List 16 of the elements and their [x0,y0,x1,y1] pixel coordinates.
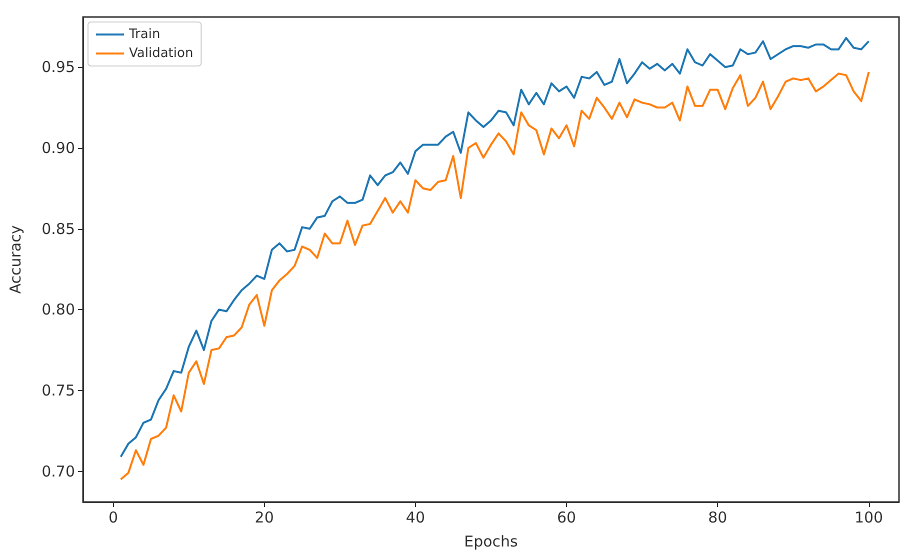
y-tick-label: 0.70 [42,462,75,480]
x-tick-label: 0 [108,508,118,526]
y-tick-label: 0.90 [42,138,75,157]
x-tick-label: 40 [406,508,425,526]
y-tick-label: 0.80 [42,300,75,319]
x-tick-label: 60 [557,508,576,526]
y-tick-label: 0.75 [42,381,75,400]
x-tick-label: 100 [854,508,884,526]
x-tick-label: 80 [708,508,728,526]
x-axis-title: Epochs [464,532,518,550]
y-tick-label: 0.95 [42,58,75,76]
legend-label: Validation [129,46,194,61]
x-tick-label: 20 [254,508,274,526]
y-axis-title: Accuracy [6,225,24,294]
legend-label: Train [128,27,160,42]
y-tick-label: 0.85 [42,220,75,238]
